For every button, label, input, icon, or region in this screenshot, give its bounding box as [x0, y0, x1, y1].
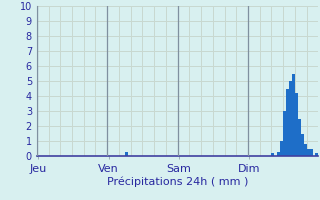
Bar: [283, 111, 286, 156]
Bar: [271, 153, 274, 156]
Bar: [125, 152, 128, 156]
Bar: [309, 148, 313, 156]
Bar: [286, 88, 289, 156]
Bar: [280, 141, 283, 156]
Bar: [295, 93, 298, 156]
Bar: [292, 73, 295, 156]
Bar: [316, 153, 318, 156]
Bar: [289, 81, 292, 156]
Bar: [301, 134, 304, 156]
Bar: [277, 152, 280, 156]
Bar: [307, 148, 309, 156]
X-axis label: Précipitations 24h ( mm ): Précipitations 24h ( mm ): [107, 176, 248, 187]
Bar: [304, 144, 307, 156]
Bar: [298, 118, 301, 156]
